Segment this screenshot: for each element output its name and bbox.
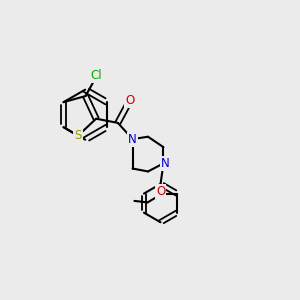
Text: Cl: Cl: [90, 69, 102, 82]
Text: S: S: [74, 129, 82, 142]
Text: N: N: [160, 157, 169, 170]
Text: O: O: [156, 185, 166, 198]
Text: N: N: [128, 133, 137, 146]
Text: O: O: [125, 94, 134, 107]
